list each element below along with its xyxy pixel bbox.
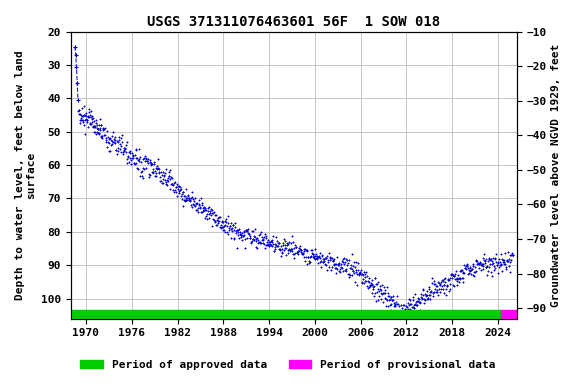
Legend: Period of approved data, Period of provisional data: Period of approved data, Period of provi… bbox=[76, 356, 500, 375]
Y-axis label: Depth to water level, feet below land
surface: Depth to water level, feet below land su… bbox=[15, 50, 37, 300]
Y-axis label: Groundwater level above NGVD 1929, feet: Groundwater level above NGVD 1929, feet bbox=[551, 43, 561, 307]
Title: USGS 371311076463601 56F  1 SOW 018: USGS 371311076463601 56F 1 SOW 018 bbox=[147, 15, 441, 29]
